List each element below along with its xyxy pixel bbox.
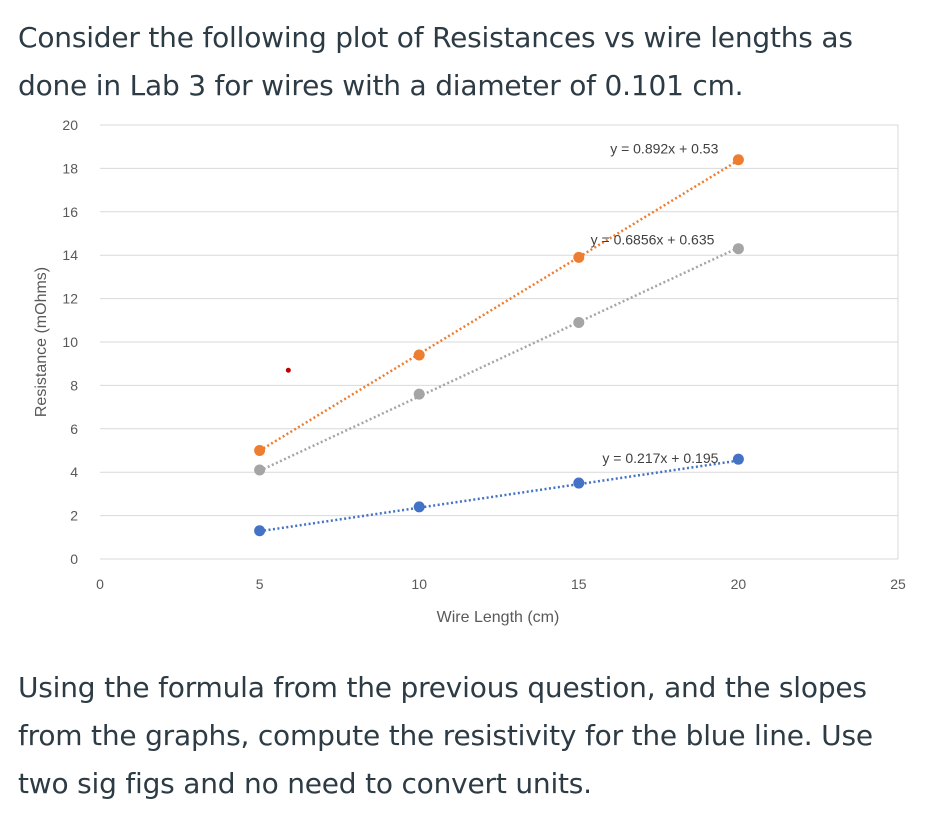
x-tick-label: 10 bbox=[411, 576, 427, 592]
trendline-equation: y = 0.892x + 0.53 bbox=[610, 141, 718, 157]
y-tick-label: 6 bbox=[70, 421, 78, 437]
y-tick-label: 18 bbox=[62, 160, 78, 176]
trendlines bbox=[258, 159, 740, 533]
x-tick-label: 0 bbox=[96, 576, 104, 592]
data-point bbox=[254, 445, 266, 456]
trendline bbox=[259, 459, 739, 533]
chart: y = 0.892x + 0.53 y = 0.6856x + 0.635 y = … bbox=[0, 108, 952, 648]
y-tick-label: 20 bbox=[62, 117, 78, 133]
y-tick-label: 2 bbox=[70, 508, 78, 524]
data-point bbox=[732, 154, 744, 166]
y-tick-label: 10 bbox=[62, 334, 78, 350]
y-axis-title: Resistance (mOhms) bbox=[33, 267, 50, 417]
y-tick-label: 12 bbox=[62, 291, 78, 307]
y-tick-label: 14 bbox=[62, 247, 78, 263]
x-tick-label: 25 bbox=[890, 576, 906, 592]
y-tick-label: 8 bbox=[70, 377, 78, 393]
data-point bbox=[254, 464, 266, 476]
trendline-labels: y = 0.892x + 0.53 y = 0.6856x + 0.635 y = … bbox=[591, 141, 719, 466]
chart-svg: y = 0.892x + 0.53 y = 0.6856x + 0.635 y = … bbox=[33, 117, 906, 626]
x-tick-label: 15 bbox=[571, 576, 587, 592]
data-point bbox=[573, 251, 585, 263]
question-task: Using the formula from the previous ques… bbox=[18, 671, 873, 800]
data-point bbox=[413, 501, 425, 513]
data-point bbox=[573, 316, 585, 328]
grid-lines bbox=[100, 124, 899, 560]
stray-point bbox=[285, 367, 291, 373]
tick-labels: 0 2 4 6 8 10 12 14 16 18 20 0 5 10 15 20 25 bbox=[62, 117, 906, 592]
trendline-equation: y = 0.217x + 0.195 bbox=[602, 450, 718, 466]
trendline bbox=[259, 246, 739, 472]
trendline bbox=[258, 159, 740, 452]
x-tick-label: 20 bbox=[731, 576, 747, 592]
x-tick-label: 5 bbox=[256, 576, 264, 592]
data-point bbox=[413, 388, 425, 400]
data-point bbox=[413, 349, 425, 361]
data-point bbox=[573, 477, 585, 489]
data-point bbox=[732, 243, 744, 255]
y-tick-label: 4 bbox=[70, 464, 78, 480]
data-point bbox=[254, 525, 266, 537]
data-points bbox=[254, 154, 744, 537]
question-intro: Consider the following plot of Resistanc… bbox=[18, 21, 853, 102]
data-point bbox=[732, 453, 744, 465]
x-axis-title: Wire Length (cm) bbox=[437, 609, 560, 626]
y-tick-label: 16 bbox=[62, 204, 78, 220]
y-tick-label: 0 bbox=[70, 551, 78, 567]
trendline-equation: y = 0.6856x + 0.635 bbox=[591, 232, 715, 248]
